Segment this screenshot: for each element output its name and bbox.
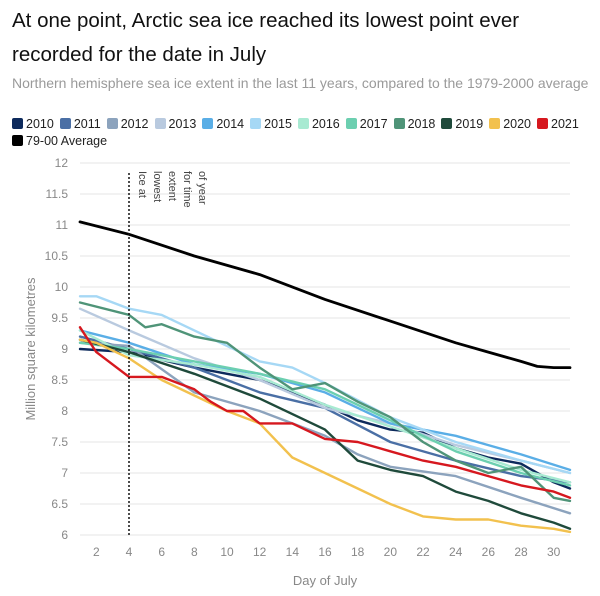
x-tick-label: 10 xyxy=(220,545,234,559)
x-tick-label: 6 xyxy=(158,545,165,559)
x-tick-label: 24 xyxy=(449,545,463,559)
legend-swatch xyxy=(393,118,405,129)
legend-label: 2016 xyxy=(311,117,340,131)
y-axis-title: Million square kilometres xyxy=(23,277,38,421)
legend-label: 2018 xyxy=(407,117,436,131)
legend-item: 2019 xyxy=(441,116,483,133)
series-line-2015 xyxy=(78,295,572,475)
legend-label: 2021 xyxy=(551,117,579,131)
x-tick-label: 28 xyxy=(514,545,528,559)
legend-swatch xyxy=(537,118,549,129)
legend-label: 2011 xyxy=(73,117,101,131)
series-line-2021 xyxy=(78,326,572,499)
y-tick-label: 10 xyxy=(55,280,69,294)
legend-label: 2017 xyxy=(359,117,388,131)
series-line-2014 xyxy=(78,329,572,472)
legend-swatch xyxy=(345,118,357,129)
legend-item: 2012 xyxy=(106,116,149,133)
series-line-2020 xyxy=(78,338,572,534)
x-tick-label: 26 xyxy=(482,545,496,559)
x-tick-label: 2 xyxy=(93,545,100,559)
legend-swatch xyxy=(297,118,309,129)
legend-item: 2020 xyxy=(489,116,531,133)
legend: 2010 2011 2012 2013 2014 2015 2016 2017 2018 2019… xyxy=(12,116,597,150)
legend-swatch xyxy=(12,135,23,146)
x-tick-label: 14 xyxy=(286,545,300,559)
annotation-text: of year xyxy=(196,171,208,205)
legend-item: 2015 xyxy=(250,116,292,133)
annotation-text: extent xyxy=(166,171,178,201)
series-line-2019 xyxy=(78,338,572,530)
y-tick-label: 7 xyxy=(61,466,68,480)
chart-title: At one point, Arctic sea ice reached its… xyxy=(12,9,520,66)
legend-item: 2016 xyxy=(297,116,340,133)
y-tick-label: 12 xyxy=(55,156,69,170)
legend-swatch xyxy=(12,118,23,129)
y-tick-label: 8 xyxy=(61,404,68,418)
legend-swatch xyxy=(106,118,118,129)
annotation-text: for time xyxy=(181,171,193,208)
y-tick-label: 11.5 xyxy=(46,187,69,201)
series-line-2017 xyxy=(78,341,572,487)
y-tick-label: 9 xyxy=(61,342,68,356)
x-tick-label: 30 xyxy=(547,545,561,559)
series-line-2012 xyxy=(78,341,572,515)
legend-label: 2020 xyxy=(503,117,532,131)
legend-swatch xyxy=(250,118,262,129)
y-tick-label: 9.5 xyxy=(51,311,68,325)
legend-swatch xyxy=(489,118,501,129)
legend-item: 2014 xyxy=(202,116,244,133)
legend-item: 2017 xyxy=(345,116,388,133)
series-line-2010 xyxy=(78,347,572,490)
y-tick-label: 7.5 xyxy=(51,435,68,449)
legend-item: 2011 xyxy=(59,116,101,133)
x-axis-title: Day of July xyxy=(293,573,358,588)
series-line-79-00-average xyxy=(78,220,572,370)
y-tick-label: 8.5 xyxy=(51,373,68,387)
legend-label: 2014 xyxy=(216,117,245,131)
annotation-text: Ice at xyxy=(136,171,148,198)
legend-label: 2012 xyxy=(120,117,149,131)
legend-swatch xyxy=(154,118,166,129)
x-tick-label: 18 xyxy=(351,545,365,559)
legend-label: 2019 xyxy=(455,117,484,131)
legend-item: 2010 xyxy=(12,116,54,133)
x-tick-label: 16 xyxy=(318,545,332,559)
legend-item: 2013 xyxy=(154,116,197,133)
legend-item: 79-00 Average xyxy=(12,133,107,150)
legend-label: 2013 xyxy=(168,117,197,131)
x-tick-label: 4 xyxy=(126,545,133,559)
legend-swatch xyxy=(59,118,71,129)
legend-swatch xyxy=(441,118,453,129)
y-tick-label: 6 xyxy=(61,528,68,542)
x-tick-label: 12 xyxy=(253,545,267,559)
chart-subtitle: Northern hemisphere sea ice extent in th… xyxy=(12,75,589,91)
y-tick-label: 6.5 xyxy=(51,497,68,511)
y-tick-label: 11 xyxy=(56,218,69,232)
x-tick-label: 22 xyxy=(416,545,430,559)
x-tick-label: 8 xyxy=(191,545,198,559)
legend-label: 2015 xyxy=(264,117,292,131)
annotation-text: lowest xyxy=(151,171,163,202)
legend-label: 79-00 Average xyxy=(26,134,108,148)
series-line-2018 xyxy=(78,301,572,503)
x-tick-label: 20 xyxy=(384,545,398,559)
y-tick-label: 10.5 xyxy=(45,249,69,263)
legend-item: 2018 xyxy=(393,116,436,133)
legend-label: 2010 xyxy=(26,117,54,131)
legend-item: 2021 xyxy=(537,116,579,133)
legend-swatch xyxy=(202,118,214,129)
